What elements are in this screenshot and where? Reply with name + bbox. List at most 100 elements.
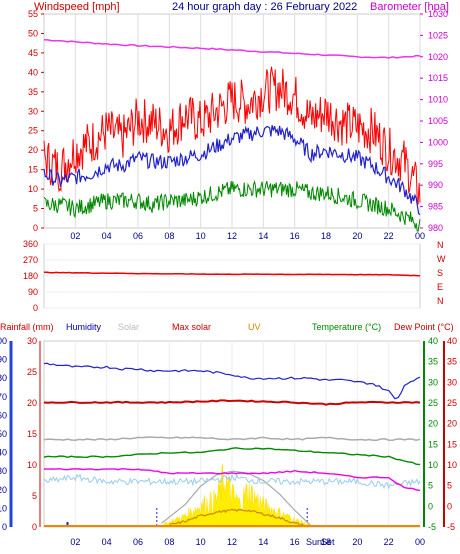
temperature-tick-label: 10 (428, 460, 438, 470)
humidity-tick-label: 70 (0, 392, 7, 402)
wind-barometer-plot: 0510152025303540455055980985990995100010… (28, 9, 448, 241)
x-tick-label: 10 (196, 537, 206, 547)
rainfall-tick-label: 15 (27, 429, 37, 439)
legend-humidity: Humidity (66, 322, 102, 332)
y-tick-label: 25 (28, 126, 38, 136)
chart-title: 24 hour graph day : 26 February 2022 (172, 1, 357, 13)
dewpoint-tick-label: 35 (447, 357, 457, 367)
x-tick-label: 02 (70, 231, 80, 241)
dewpoint-tick-label: 40 (447, 336, 457, 346)
humidity-tick-label: 40 (0, 448, 7, 458)
y-tick-label: 180 (23, 271, 38, 281)
x-tick-label: 04 (102, 537, 112, 547)
y-tick-label: 10 (28, 184, 38, 194)
solar-area (161, 464, 311, 528)
humidity-tick-label: 90 (0, 355, 7, 365)
y-tick-label: 5 (33, 204, 38, 214)
y-tick-label: 360 (23, 239, 38, 249)
legend-uv: UV (248, 322, 261, 332)
x-tick-label: 18 (321, 231, 331, 241)
legend-max-solar: Max solar (172, 322, 211, 332)
dewpoint-tick-label: 25 (447, 398, 457, 408)
dewpoint-tick-label: -5 (447, 522, 455, 532)
y2-tick-label: 1005 (428, 116, 448, 126)
series-line (43, 362, 421, 400)
x-tick-label: 16 (290, 537, 300, 547)
series-line (44, 271, 421, 277)
x-tick-label: 20 (352, 537, 362, 547)
humidity-tick-label: 10 (0, 503, 7, 513)
legend-temperature: Temperature (°C) (312, 322, 381, 332)
x-tick-label: 22 (384, 537, 394, 547)
series-line (43, 125, 421, 216)
sunset-label: Set (321, 537, 335, 547)
humidity-tick-label: 50 (0, 429, 7, 439)
temperature-tick-label: -5 (428, 522, 436, 532)
y-tick-label: 40 (28, 67, 38, 77)
x-tick-label: 08 (164, 231, 174, 241)
x-tick-label: 22 (384, 231, 394, 241)
y-tick-label: 270 (23, 255, 38, 265)
y-tick-label: 30 (28, 106, 38, 116)
dewpoint-tick-label: 0 (447, 501, 452, 511)
humidity-tick-label: 100 (0, 336, 7, 346)
x-tick-label: 08 (164, 537, 174, 547)
dewpoint-tick-label: 15 (447, 439, 457, 449)
temperature-tick-label: 20 (428, 419, 438, 429)
dewpoint-tick-label: 5 (447, 481, 452, 491)
x-tick-label: 14 (258, 537, 268, 547)
x-tick-label: 00 (415, 231, 425, 241)
direction-label: W (437, 254, 446, 264)
direction-label: S (437, 268, 443, 278)
temperature-tick-label: 15 (428, 439, 438, 449)
sunrise-label: Sun (306, 537, 322, 547)
x-tick-label: 12 (227, 537, 237, 547)
rainfall-tick-label: 5 (32, 491, 37, 501)
temperature-tick-label: 25 (428, 398, 438, 408)
legend-rainfall: Rainfall (mm) (0, 322, 54, 332)
humidity-tick-label: 60 (0, 410, 7, 420)
rainfall-tick-label: 0 (32, 522, 37, 532)
temperature-humidity-solar-plot: 0102030405060708090100051015202530-5-500… (0, 336, 457, 547)
y2-tick-label: 1020 (428, 52, 448, 62)
temperature-tick-label: 35 (428, 357, 438, 367)
y2-tick-label: 1015 (428, 73, 448, 83)
y2-tick-label: 985 (428, 202, 443, 212)
dewpoint-tick-label: 30 (447, 377, 457, 387)
rainfall-tick-label: 10 (27, 460, 37, 470)
humidity-tick-label: 30 (0, 466, 7, 476)
series-line (43, 472, 421, 490)
windspeed-axis-title: Windspeed [mph] (34, 1, 120, 13)
x-tick-label: 18 (321, 537, 331, 547)
y2-tick-label: 980 (428, 223, 443, 233)
y2-tick-label: 990 (428, 180, 443, 190)
temperature-tick-label: 5 (428, 481, 433, 491)
direction-label: N (437, 240, 444, 250)
x-tick-label: 12 (227, 231, 237, 241)
x-tick-label: 20 (352, 231, 362, 241)
y2-tick-label: 1025 (428, 30, 448, 40)
y-tick-label: 50 (28, 28, 38, 38)
y2-tick-label: 995 (428, 159, 443, 169)
humidity-tick-label: 0 (2, 522, 7, 532)
x-tick-label: 16 (290, 231, 300, 241)
y-tick-label: 55 (28, 9, 38, 19)
y-tick-label: 45 (28, 48, 38, 58)
x-tick-label: 06 (133, 231, 143, 241)
series-line (43, 179, 421, 232)
series-line (43, 467, 421, 492)
series-line (43, 66, 421, 205)
temperature-tick-label: 40 (428, 336, 438, 346)
y-tick-label: 15 (28, 165, 38, 175)
x-tick-label: 10 (196, 231, 206, 241)
y-tick-label: 0 (33, 223, 38, 233)
y-tick-label: 20 (28, 145, 38, 155)
legend-dew-point: Dew Point (°C) (394, 322, 454, 332)
y-tick-label: 35 (28, 87, 38, 97)
dewpoint-tick-label: 10 (447, 460, 457, 470)
y2-tick-label: 1000 (428, 137, 448, 147)
y2-tick-label: 1010 (428, 95, 448, 105)
x-tick-label: 02 (70, 537, 80, 547)
